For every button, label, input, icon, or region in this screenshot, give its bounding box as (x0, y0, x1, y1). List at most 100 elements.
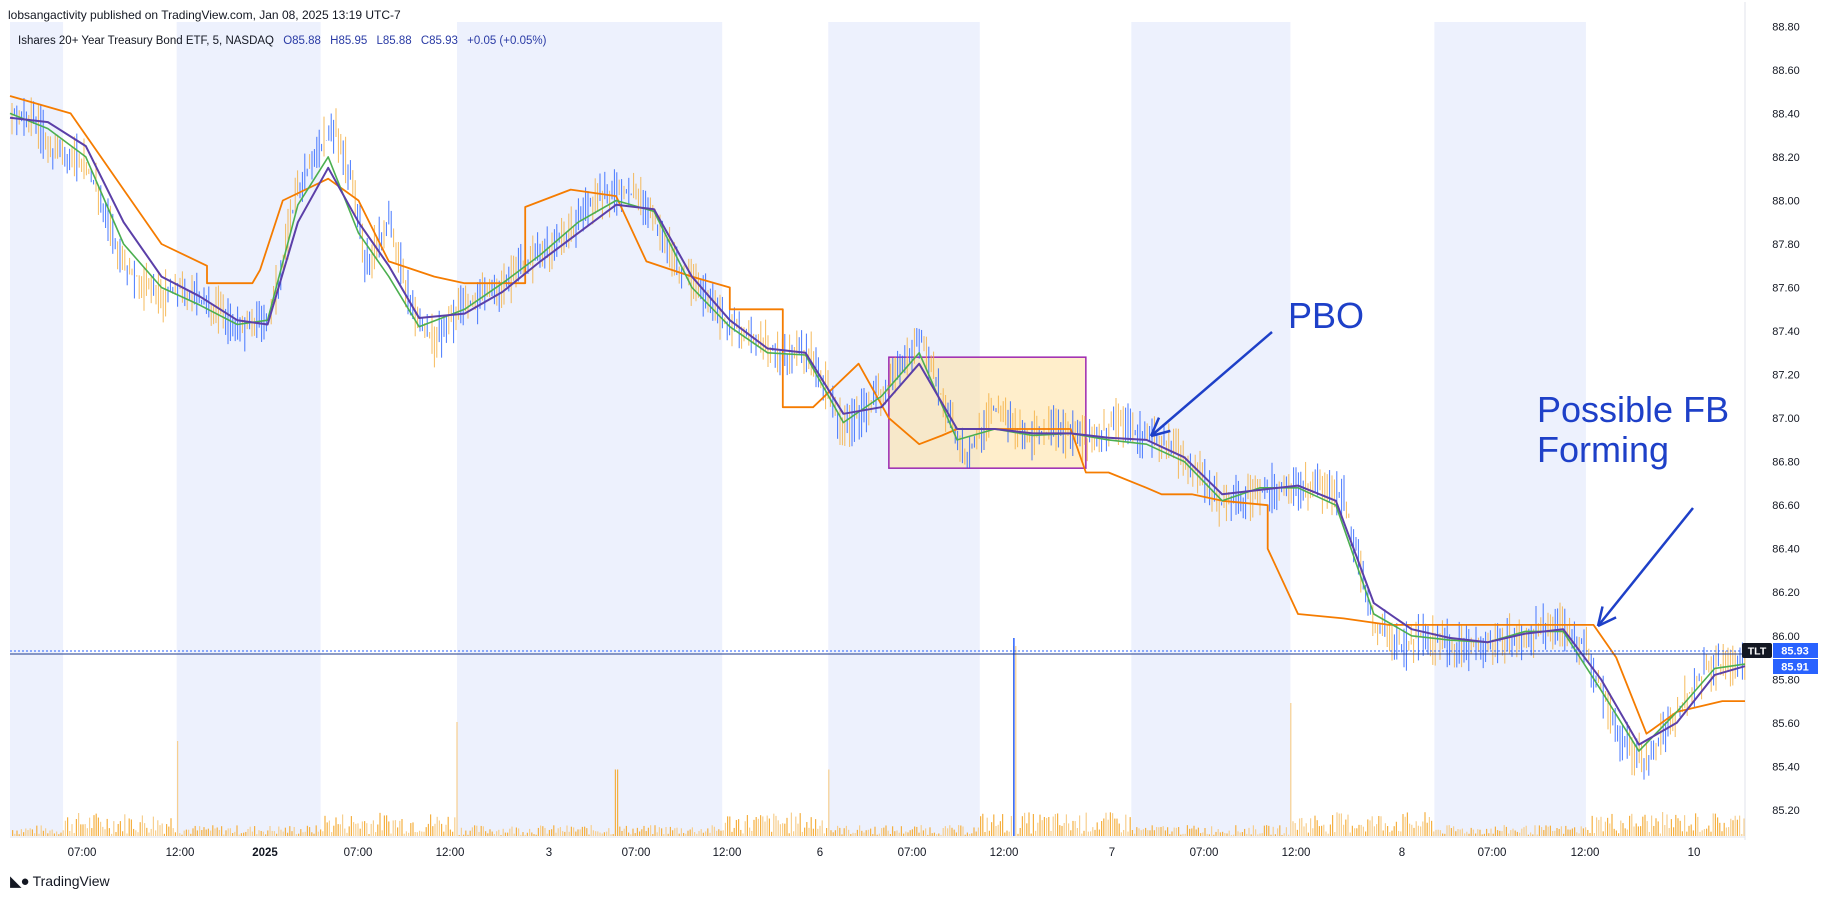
volume-bar (498, 829, 500, 836)
volume-bar (1543, 830, 1545, 836)
volume-bar (1151, 825, 1153, 836)
volume-bar (1626, 829, 1628, 836)
volume-bar (119, 821, 121, 836)
volume-bar (929, 827, 931, 836)
volume-bar (588, 834, 590, 836)
volume-bar (592, 830, 594, 836)
volume-bar (590, 825, 592, 836)
arrow-to-box-shaft (1150, 331, 1273, 437)
volume-bar (951, 827, 953, 836)
volume-bar (364, 821, 366, 836)
volume-bar (1197, 827, 1199, 836)
x-tick-label-11: 7 (1109, 847, 1115, 859)
volume-bar (260, 830, 262, 836)
volume-bar (1406, 812, 1408, 836)
volume-bar (238, 834, 240, 836)
volume-bar (1217, 829, 1219, 836)
volume-bar (346, 832, 348, 836)
volume-bar (529, 828, 531, 836)
session-band-0 (10, 22, 64, 836)
volume-bar (1415, 821, 1417, 836)
volume-bar (163, 833, 165, 836)
volume-bar (1274, 834, 1276, 836)
volume-bar (1615, 830, 1617, 836)
volume-bar (130, 819, 132, 836)
volume-bar (1578, 833, 1580, 836)
volume-bar (874, 826, 876, 836)
x-tick-label-13: 12:00 (1282, 847, 1311, 859)
volume-bar (1622, 823, 1624, 836)
volume-bar (1202, 832, 1204, 836)
volume-bar (1395, 821, 1397, 836)
volume-bar (86, 828, 88, 836)
volume-bar (225, 830, 227, 836)
volume-bar (1048, 816, 1050, 836)
volume-bar (1532, 834, 1534, 836)
volume-bar (584, 826, 586, 836)
volume-bar (892, 826, 894, 836)
volume-bar (1083, 830, 1085, 836)
volume-bar (216, 827, 218, 836)
volume-bar (1409, 823, 1411, 836)
volume-bar (284, 827, 286, 836)
tradingview-brand[interactable]: ◣● TradingView (10, 872, 110, 890)
volume-bar (542, 826, 544, 836)
legend-open: O85.88 (283, 35, 321, 47)
legend-high: H85.95 (330, 35, 368, 47)
volume-bar (652, 834, 654, 836)
volume-bar (427, 823, 429, 836)
volume-bar (18, 834, 20, 836)
volume-bar (251, 831, 253, 836)
volume-bar (328, 820, 330, 836)
volume-bar (955, 832, 957, 836)
volume-bar (911, 829, 913, 836)
volume-bar (537, 827, 539, 836)
volume-bar (1356, 828, 1358, 836)
volume-bar (69, 831, 71, 836)
volume-bar (696, 833, 698, 836)
volume-bar (520, 834, 522, 836)
volume-bar (273, 831, 275, 836)
volume-bar (441, 823, 443, 836)
volume-bar (1673, 827, 1675, 836)
volume-bar (1248, 827, 1250, 836)
volume-bar (568, 831, 570, 836)
x-tick-label-14: 8 (1399, 847, 1405, 859)
volume-bar (412, 822, 414, 836)
volume-bar (636, 827, 638, 836)
volume-bar (1035, 830, 1037, 836)
volume-bar (685, 833, 687, 836)
volume-bar (722, 830, 724, 836)
volume-bar (1299, 818, 1301, 836)
volume-bar (1189, 828, 1191, 836)
volume-bar (45, 828, 47, 836)
volume-bar (1224, 833, 1226, 836)
volume-bar (1334, 832, 1336, 836)
volume-bar (1420, 826, 1422, 836)
volume-bar (51, 829, 53, 836)
volume-bar (709, 832, 711, 836)
volume-bar (1136, 827, 1138, 836)
y-tick-label-5: 87.80 (1772, 239, 1800, 251)
volume-bar (991, 822, 993, 836)
volume-bar (559, 827, 561, 836)
volume-bar (881, 828, 883, 836)
volume-bar (1699, 831, 1701, 836)
volume-bar (1499, 830, 1501, 836)
volume-bar (1215, 831, 1217, 836)
volume-bar (1439, 830, 1441, 836)
volume-bar (1492, 833, 1494, 836)
volume-bar (555, 832, 557, 836)
volume-bar (344, 828, 346, 836)
volume-bar (269, 825, 271, 836)
volume-bar (337, 824, 339, 836)
volume-bar (489, 829, 491, 836)
volume-bar (1004, 832, 1006, 836)
volume-bar (155, 830, 157, 836)
volume-bar (1695, 813, 1697, 836)
volume-bar (634, 833, 636, 836)
volume-bar (661, 828, 663, 836)
volume-bar (53, 833, 55, 836)
volume-bar (1494, 826, 1496, 836)
